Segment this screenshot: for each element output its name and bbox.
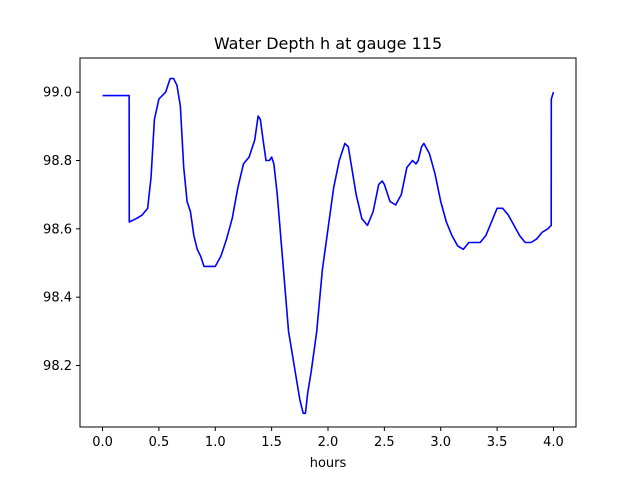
x-tick-label: 2.0 xyxy=(318,435,339,450)
y-tick-label: 98.2 xyxy=(43,359,72,374)
chart-title: Water Depth h at gauge 115 xyxy=(214,34,442,53)
series-line-0 xyxy=(102,77,555,415)
y-tick-label: 98.6 xyxy=(43,222,72,237)
y-tick-label: 99.0 xyxy=(43,86,72,101)
y-axis-ticks: 98.2 98.4 98.6 98.8 99.0 xyxy=(43,86,80,374)
y-tick-label: 98.4 xyxy=(43,291,72,306)
x-tick-label: 0.0 xyxy=(92,435,113,450)
x-tick-label: 3.5 xyxy=(487,435,508,450)
x-axis-label: hours xyxy=(310,456,347,471)
y-tick-label: 98.8 xyxy=(43,154,72,169)
x-tick-label: 4.0 xyxy=(543,435,564,450)
x-tick-label: 1.0 xyxy=(205,435,226,450)
plot-frame xyxy=(79,57,577,428)
x-axis-ticks: 0.0 0.5 1.0 1.5 2.0 2.5 3.0 3.5 4.0 xyxy=(92,427,564,450)
series-layer xyxy=(102,77,555,415)
x-tick-label: 3.0 xyxy=(430,435,451,450)
x-tick-label: 2.5 xyxy=(374,435,395,450)
x-tick-label: 0.5 xyxy=(149,435,170,450)
x-tick-label: 1.5 xyxy=(261,435,282,450)
